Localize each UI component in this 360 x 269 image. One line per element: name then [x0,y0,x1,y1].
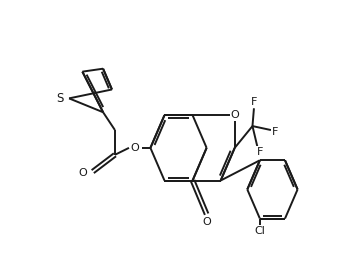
Text: F: F [251,97,257,107]
Text: O: O [79,168,87,178]
Text: F: F [271,127,278,137]
Text: O: O [131,143,139,153]
Text: O: O [202,217,211,227]
Text: O: O [230,110,239,120]
Text: S: S [56,92,63,105]
Text: Cl: Cl [255,225,265,236]
Text: F: F [257,147,263,157]
